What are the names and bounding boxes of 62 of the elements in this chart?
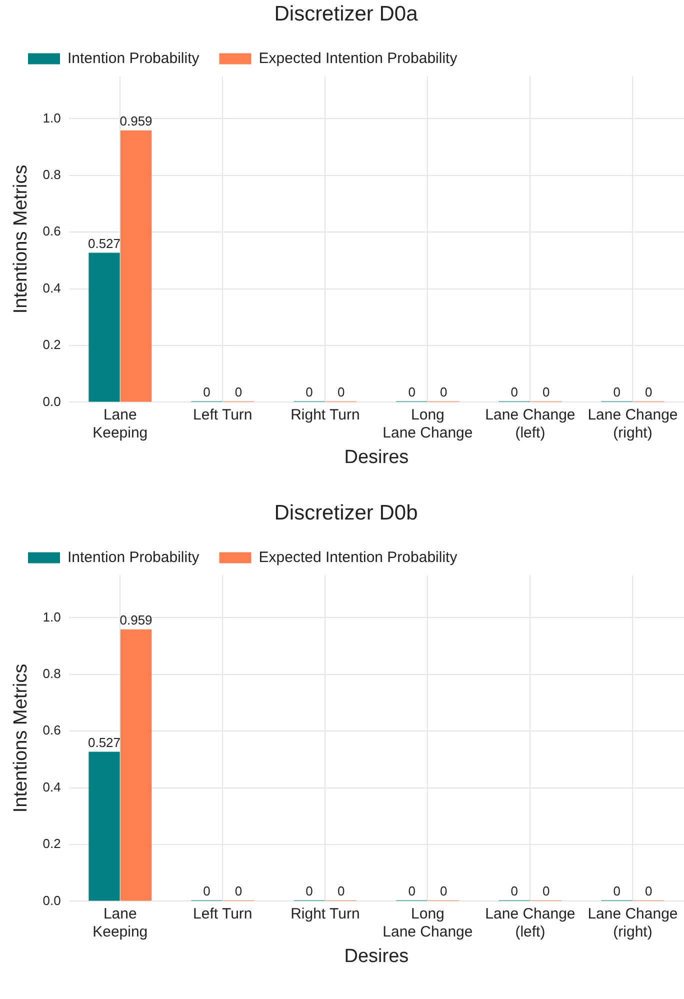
data-label: 0: [234, 384, 242, 400]
data-label: 0: [203, 883, 210, 898]
x-tick-label: Lane Change (left): [485, 406, 576, 442]
data-label: 0: [203, 384, 210, 400]
data-label: 0: [510, 384, 518, 400]
data-label: 0.959: [120, 113, 152, 128]
y-tick-label: 0.4: [42, 779, 61, 794]
bar: [88, 752, 120, 901]
data-label: 0.527: [88, 236, 121, 251]
x-tick-label: Long Lane Change: [382, 406, 473, 442]
data-label: 0: [306, 384, 313, 400]
bar: [120, 629, 152, 901]
data-label: 0: [542, 384, 550, 400]
x-tick-label: Long Lane Change: [382, 905, 473, 940]
y-tick-label: 0.4: [42, 280, 61, 296]
data-label: 0.527: [88, 734, 121, 750]
chart-title: Discretizer D0b: [274, 501, 418, 524]
data-label: 0: [306, 883, 313, 898]
x-tick-label: Lane Change (left): [485, 905, 576, 940]
y-tick-label: 0.0: [42, 892, 61, 908]
x-axis-title: Desires: [344, 946, 409, 967]
x-tick-label: Left Turn: [193, 406, 252, 424]
data-label: 0: [337, 384, 345, 400]
y-axis-title: Intentions Metrics: [10, 164, 32, 314]
bar: [120, 130, 152, 402]
x-tick-label: Lane Keeping: [92, 905, 148, 940]
data-label: 0.959: [120, 612, 152, 628]
x-tick-label: Lane Change (right): [588, 905, 678, 940]
y-tick-label: 0.6: [42, 722, 61, 738]
y-tick-label: 0.2: [42, 836, 61, 852]
y-tick-label: 0.6: [42, 224, 61, 239]
y-tick-label: 1.0: [42, 609, 61, 624]
x-tick-label: Right Turn: [290, 905, 360, 922]
x-tick-label: Right Turn: [290, 406, 360, 424]
data-label: 0: [337, 883, 345, 898]
data-label: 0: [510, 883, 518, 898]
legend-label: Expected Intention Probability: [258, 50, 458, 67]
data-label: 0: [645, 384, 652, 400]
data-label: 0: [440, 883, 448, 898]
x-tick-label: Left Turn: [193, 905, 252, 922]
data-label: 0: [440, 384, 448, 400]
data-label: 0: [234, 883, 242, 898]
x-tick-label: Lane Change (right): [588, 406, 678, 442]
data-label: 0: [408, 384, 416, 400]
data-label: 0: [613, 883, 620, 898]
data-label: 0: [613, 384, 620, 400]
y-tick-label: 0.0: [42, 394, 61, 409]
data-label: 0: [542, 883, 550, 898]
legend-label: Intention Probability: [68, 548, 200, 566]
bar: [88, 252, 120, 402]
chart-title: Discretizer D0a: [274, 2, 418, 26]
y-tick-label: 0.8: [42, 666, 61, 681]
y-axis-title: Intentions Metrics: [10, 664, 32, 813]
data-label: 0: [408, 883, 416, 898]
legend-label: Expected Intention Probability: [258, 548, 458, 566]
y-tick-label: 0.8: [42, 166, 61, 182]
data-label: 0: [645, 883, 652, 898]
y-tick-label: 1.0: [42, 110, 61, 126]
x-axis-title: Desires: [344, 446, 409, 468]
legend-label: Intention Probability: [68, 50, 200, 67]
y-tick-label: 0.2: [42, 337, 61, 352]
x-tick-label: Lane Keeping: [92, 406, 148, 442]
